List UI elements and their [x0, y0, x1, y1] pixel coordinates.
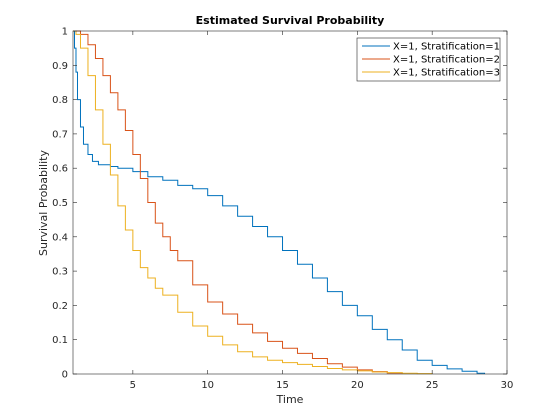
series-line-1 [73, 30, 486, 374]
y-tick-label: 0.6 [52, 164, 68, 175]
x-tick-label: 10 [201, 380, 214, 391]
y-tick-label: 0.1 [52, 335, 68, 346]
x-tick-label: 25 [426, 380, 439, 391]
y-tick-label: 0.2 [52, 301, 68, 312]
y-tick-label: 0.8 [52, 95, 68, 106]
y-tick-label: 0.4 [52, 232, 68, 243]
legend-label-2: X=1, Stratification=2 [393, 55, 500, 66]
legend-label-1: X=1, Stratification=1 [393, 42, 500, 53]
legend: X=1, Stratification=1 X=1, Stratification… [356, 37, 501, 82]
plot-frame [72, 30, 508, 375]
y-tick-label: 0 [62, 370, 68, 381]
series-layer [73, 30, 486, 375]
axes-layer [72, 30, 508, 375]
tick-layer: 5 10 15 20 25 30 0 0.1 0.2 0.3 0.4 0.5 0.6 0.7 0.8 0.9 1 [52, 27, 513, 392]
x-axis-label: Time [276, 393, 304, 406]
y-tick-label: 0.3 [52, 267, 68, 278]
y-axis-label: Survival Probability [37, 150, 50, 256]
x-tick-label: 20 [351, 380, 364, 391]
x-tick-label: 5 [130, 380, 136, 391]
y-tick-label: 1 [62, 27, 68, 38]
series-line-3 [73, 30, 433, 375]
y-tick-label: 0.9 [52, 61, 68, 72]
chart-title: Estimated Survival Probability [196, 14, 385, 27]
x-tick-label: 30 [501, 380, 514, 391]
series-line-2 [73, 30, 403, 374]
y-tick-label: 0.5 [52, 198, 68, 209]
legend-label-3: X=1, Stratification=3 [393, 68, 500, 79]
x-tick-label: 15 [276, 380, 289, 391]
y-tick-label: 0.7 [52, 129, 68, 140]
